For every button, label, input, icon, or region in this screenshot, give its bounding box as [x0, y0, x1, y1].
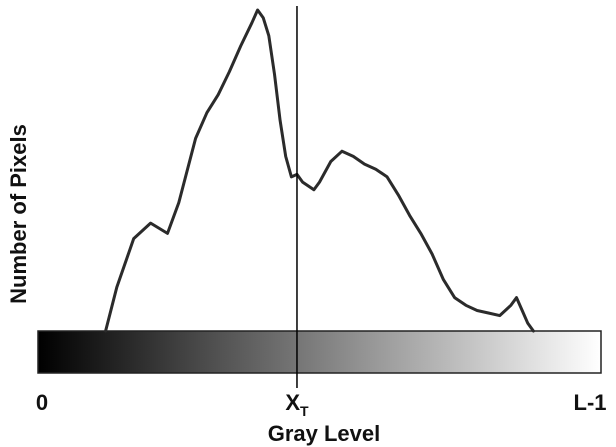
- threshold-label-main: X: [285, 390, 300, 415]
- gray-level-gradient-bar: [37, 330, 602, 374]
- x-tick-label-threshold: XT: [285, 390, 309, 419]
- x-axis-label: Gray Level: [268, 421, 381, 446]
- x-tick-label-min: 0: [36, 390, 48, 415]
- histogram-curve: [104, 8, 535, 333]
- x-tick-label-max: L-1: [574, 390, 607, 415]
- y-axis-label: Number of Pixels: [6, 124, 31, 304]
- threshold-label-subscript: T: [300, 403, 309, 419]
